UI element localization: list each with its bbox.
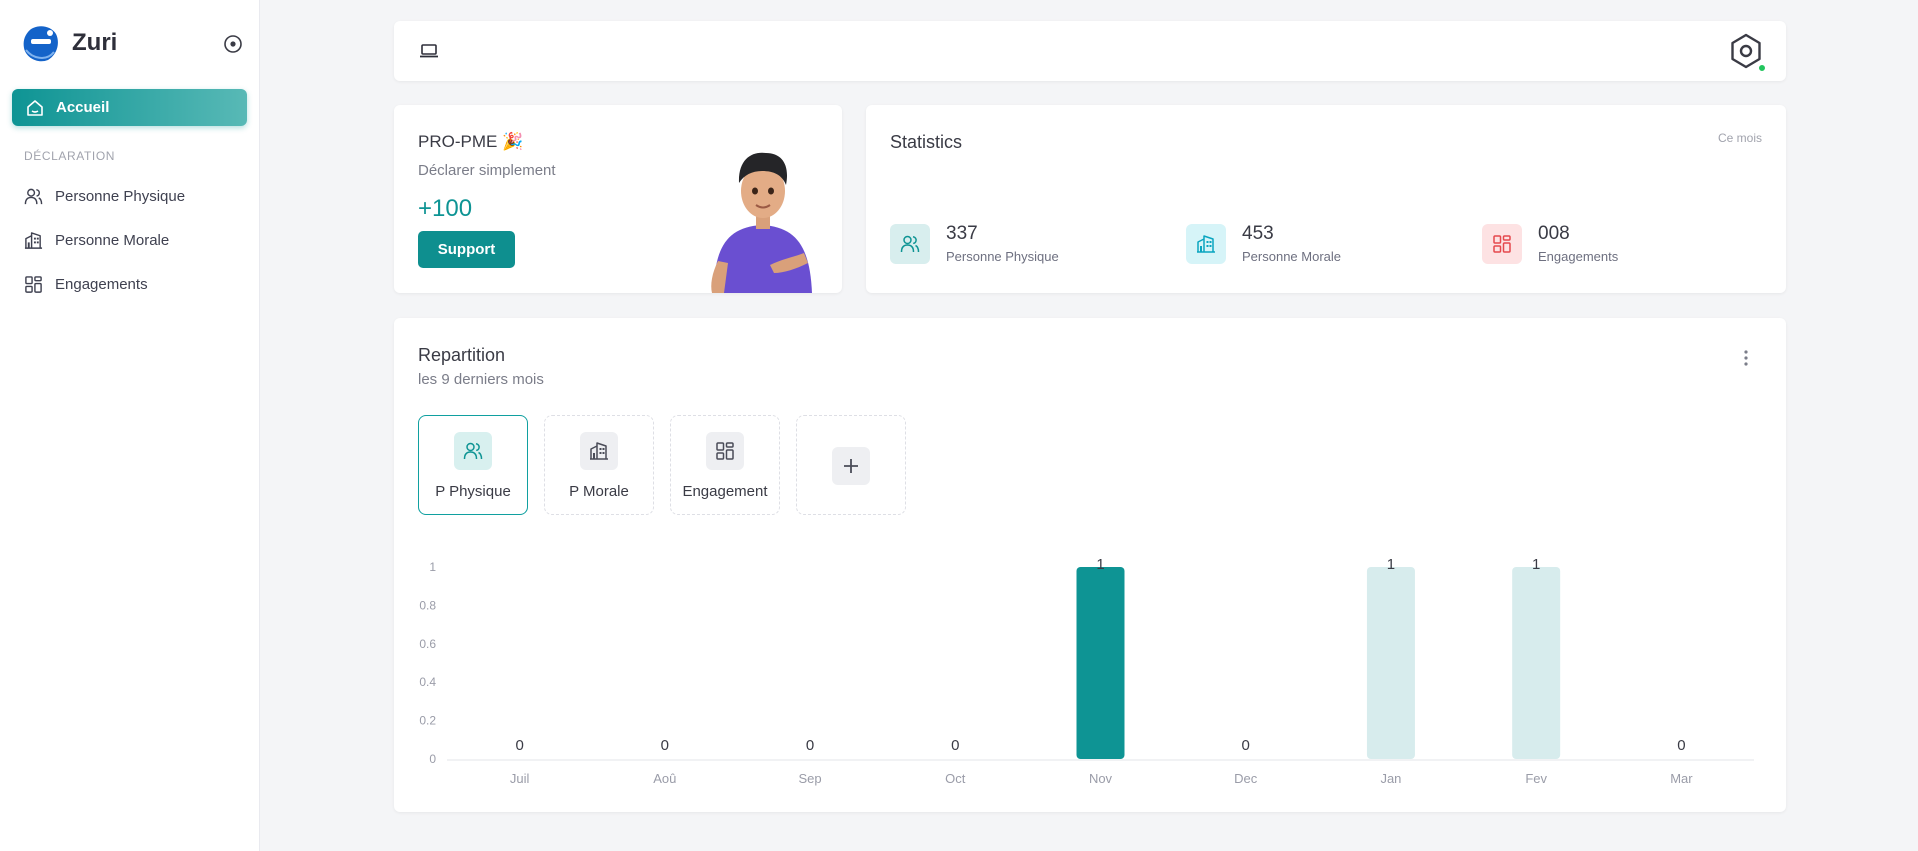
stat-engagements: 008 Engagements bbox=[1482, 223, 1618, 264]
stat-value: 337 bbox=[946, 223, 978, 244]
avatar-illustration bbox=[711, 152, 812, 293]
more-options-icon[interactable] bbox=[1742, 348, 1750, 368]
bar-value-label: 0 bbox=[515, 737, 523, 754]
y-tick-label: 0 bbox=[429, 752, 436, 766]
bar-value-label: 1 bbox=[1096, 556, 1104, 573]
promo-title: PRO-PME 🎉 bbox=[418, 132, 524, 151]
stat-label: Personne Physique bbox=[946, 249, 1059, 264]
chart-bar bbox=[1076, 567, 1125, 759]
x-tick-label: Aoû bbox=[653, 771, 676, 786]
sidebar-item-personne-morale[interactable]: Personne Morale bbox=[24, 228, 169, 252]
sidebar-item-engagements[interactable]: Engagements bbox=[24, 272, 148, 296]
repartition-title: Repartition bbox=[418, 345, 506, 365]
laptop-icon[interactable] bbox=[419, 42, 439, 60]
home-icon bbox=[27, 99, 43, 116]
tab-p-morale[interactable]: P Morale bbox=[544, 415, 654, 515]
tab-p-physique[interactable]: P Physique bbox=[418, 415, 528, 515]
sidebar-section-label: DÉCLARATION bbox=[24, 149, 116, 163]
building-icon bbox=[24, 231, 43, 249]
building-icon bbox=[580, 432, 618, 470]
repartition-bar-chart: 0 0.2 0.4 0.6 0.8 1 0 Juil 0 Aoû 0 Sep 0 Oct 1 Nov 0 Dec 1… bbox=[419, 556, 1754, 786]
repartition-card: Repartition les 9 derniers mois P Physiq… bbox=[394, 318, 1786, 812]
sidebar: Zuri Accueil DÉCLARATION Personne Physiq… bbox=[0, 0, 260, 851]
collapse-sidebar-icon[interactable] bbox=[223, 34, 243, 54]
statistics-title: Statistics bbox=[890, 132, 963, 152]
sidebar-item-personne-physique[interactable]: Personne Physique bbox=[24, 184, 185, 208]
y-tick-label: 0.6 bbox=[419, 637, 436, 651]
users-icon bbox=[454, 432, 492, 470]
stat-label: Personne Morale bbox=[1242, 249, 1341, 264]
x-tick-label: Mar bbox=[1670, 771, 1693, 786]
building-icon bbox=[1186, 223, 1226, 264]
grid-icon bbox=[25, 275, 42, 293]
tab-engagement[interactable]: Engagement bbox=[670, 415, 780, 515]
x-tick-label: Dec bbox=[1234, 771, 1258, 786]
users-icon bbox=[890, 223, 930, 264]
chart-bar bbox=[1512, 567, 1561, 759]
bar-value-label: 0 bbox=[661, 737, 669, 754]
bar-value-label: 0 bbox=[1677, 737, 1685, 754]
sidebar-item-label: Personne Physique bbox=[55, 187, 186, 205]
sidebar-item-label: Personne Morale bbox=[55, 231, 170, 249]
bar-value-label: 0 bbox=[806, 737, 814, 754]
y-tick-label: 0.8 bbox=[419, 598, 436, 612]
tab-label: P Morale bbox=[569, 483, 629, 500]
grid-icon bbox=[706, 432, 744, 470]
x-tick-label: Juil bbox=[510, 771, 530, 786]
add-tab-button[interactable] bbox=[796, 415, 906, 515]
statistics-period[interactable]: Ce mois bbox=[1717, 131, 1762, 145]
tab-label: P Physique bbox=[435, 483, 511, 500]
sidebar-item-accueil[interactable]: Accueil bbox=[12, 89, 247, 126]
brand[interactable]: Zuri bbox=[20, 22, 117, 64]
bar-value-label: 1 bbox=[1387, 556, 1395, 573]
y-tick-label: 1 bbox=[429, 560, 436, 574]
x-tick-label: Sep bbox=[798, 771, 821, 786]
stat-personne-morale: 453 Personne Morale bbox=[1186, 223, 1341, 264]
promo-subtitle: Déclarer simplement bbox=[418, 162, 556, 179]
sidebar-item-label: Engagements bbox=[55, 275, 148, 293]
plus-icon bbox=[832, 447, 870, 485]
y-tick-label: 0.2 bbox=[419, 714, 436, 728]
stat-value: 008 bbox=[1538, 223, 1570, 244]
x-tick-label: Fev bbox=[1525, 771, 1547, 786]
support-button[interactable]: Support bbox=[418, 231, 515, 268]
y-tick-label: 0.4 bbox=[419, 675, 436, 689]
settings-icon[interactable] bbox=[1726, 31, 1766, 71]
x-tick-label: Nov bbox=[1089, 771, 1113, 786]
promo-value: +100 bbox=[418, 195, 473, 222]
sidebar-item-label: Accueil bbox=[56, 99, 110, 116]
grid-icon bbox=[1482, 223, 1522, 264]
chart-bar bbox=[1366, 567, 1415, 759]
statistics-card: Statistics Ce mois 337 Personne Physique bbox=[866, 105, 1786, 293]
stat-label: Engagements bbox=[1538, 249, 1619, 264]
promo-card: PRO-PME 🎉 Déclarer simplement +100 Suppo… bbox=[394, 105, 842, 293]
brand-logo-icon bbox=[23, 26, 58, 62]
bar-value-label: 0 bbox=[951, 737, 959, 754]
stat-value: 453 bbox=[1242, 223, 1274, 244]
online-status-dot bbox=[1758, 64, 1766, 72]
x-tick-label: Oct bbox=[945, 771, 966, 786]
tab-label: Engagement bbox=[682, 483, 768, 500]
repartition-subtitle: les 9 derniers mois bbox=[418, 371, 544, 388]
brand-name: Zuri bbox=[72, 29, 118, 56]
top-bar bbox=[394, 21, 1786, 81]
users-icon bbox=[24, 188, 43, 204]
x-tick-label: Jan bbox=[1380, 771, 1401, 786]
stat-personne-physique: 337 Personne Physique bbox=[890, 223, 1059, 264]
bar-value-label: 0 bbox=[1242, 737, 1250, 754]
bar-value-label: 1 bbox=[1532, 556, 1540, 573]
